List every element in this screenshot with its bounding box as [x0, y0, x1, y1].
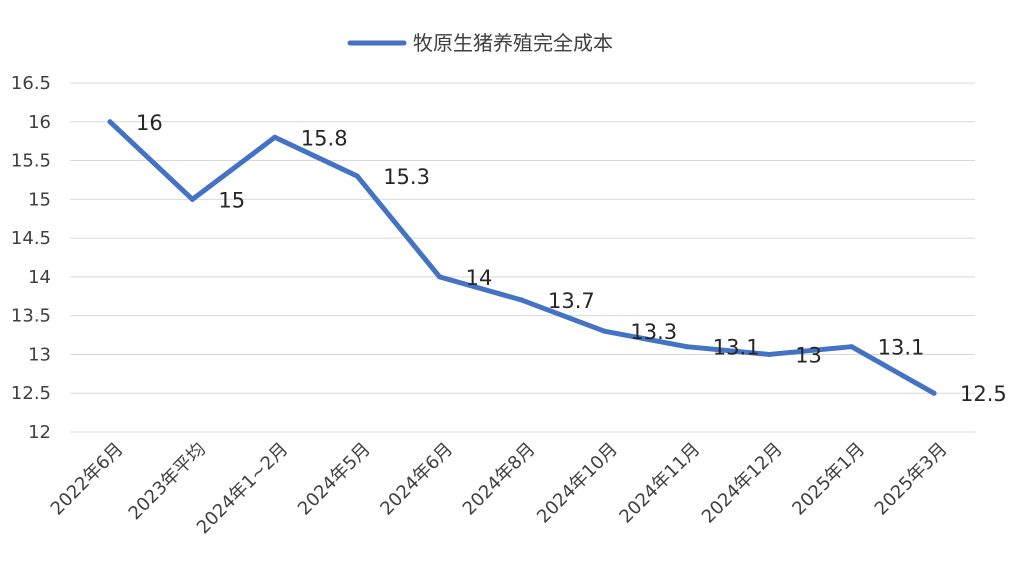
x-tick-label: 2024年5月: [294, 439, 375, 520]
data-label: 13.7: [548, 289, 595, 313]
y-axis-ticks: 16.5 16 15.5 15 14.5 14 13.5 13 12.5 12: [11, 73, 51, 443]
y-tick-label: 12.5: [11, 383, 51, 404]
x-tick-label: 2023年平均: [125, 439, 210, 524]
x-tick-label: 2024年6月: [376, 439, 457, 520]
y-tick-label: 16.5: [11, 73, 51, 94]
data-point: [849, 344, 855, 350]
data-label: 13: [795, 343, 822, 367]
y-tick-label: 13: [28, 344, 51, 365]
x-tick-label: 2024年12月: [698, 439, 787, 528]
data-point: [189, 196, 195, 202]
y-tick-label: 15: [28, 189, 51, 210]
data-label: 15.8: [301, 126, 348, 150]
data-point: [354, 173, 360, 179]
x-tick-label: 2022年6月: [47, 439, 128, 520]
legend-label: 牧原生猪养殖完全成本: [413, 31, 613, 55]
data-label: 12.5: [960, 382, 1007, 406]
x-tick-label: 2025年3月: [871, 439, 952, 520]
x-tick-label: 2024年11月: [615, 439, 704, 528]
x-tick-label: 2024年10月: [533, 439, 622, 528]
data-point: [931, 390, 937, 396]
y-tick-label: 13.5: [11, 306, 51, 327]
data-point: [684, 344, 690, 350]
data-point: [437, 274, 443, 280]
gridlines: [70, 82, 975, 433]
data-label: 13.1: [713, 336, 760, 360]
data-label: 13.3: [630, 320, 677, 344]
data-labels: 16 15 15.8 15.3 14 13.7 13.3 13.1 13 13.1 12.5: [136, 111, 1007, 406]
x-tick-label: 2025年1月: [788, 439, 869, 520]
data-label: 15.3: [383, 165, 430, 189]
data-point: [272, 134, 278, 140]
data-point: [766, 351, 772, 357]
y-tick-label: 16: [28, 112, 51, 133]
data-point: [107, 119, 113, 125]
data-label: 16: [136, 111, 163, 135]
series-line: [107, 119, 937, 396]
y-tick-label: 15.5: [11, 151, 51, 172]
data-label: 14: [466, 266, 493, 290]
data-label: 13.1: [878, 336, 925, 360]
y-tick-label: 14: [28, 267, 51, 288]
data-label: 15: [218, 188, 245, 212]
x-tick-label: 2024年8月: [459, 439, 540, 520]
y-tick-label: 14.5: [11, 228, 51, 249]
legend: 牧原生猪养殖完全成本: [347, 31, 613, 55]
data-point: [519, 297, 525, 303]
data-point: [601, 328, 607, 334]
y-tick-label: 12: [28, 422, 51, 443]
